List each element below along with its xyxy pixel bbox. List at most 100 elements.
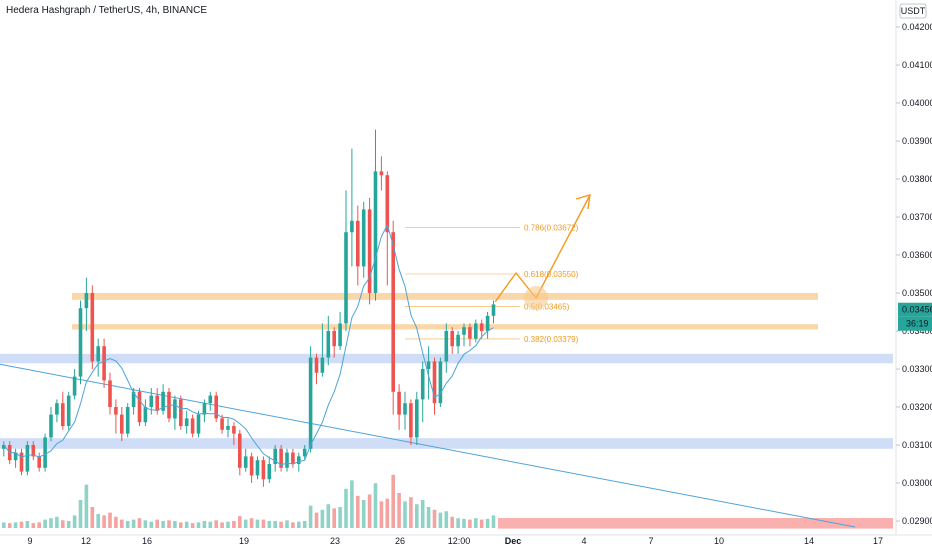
y-tick-label: 0.03100 [902,440,932,450]
candle-body [232,426,236,434]
volume-bar [344,488,348,528]
candle-body [379,171,384,176]
last-price-box [898,302,932,317]
candle-body [131,391,136,407]
candle-body [302,448,307,457]
volume-bar [61,520,65,528]
volume-bar [267,521,272,528]
candle-body [420,369,425,400]
x-tick-label: 17 [873,536,883,546]
candle-body [285,452,289,468]
volume-bar [102,515,106,528]
volume-bar [243,519,248,528]
trendline [0,363,856,528]
volume-bar [302,521,307,528]
candle-body [13,452,18,461]
volume-bar [19,521,24,528]
candle-body [474,323,478,339]
target-highlight [524,286,548,310]
candle-body [37,456,41,468]
x-tick-label: 4 [581,536,586,546]
volume-bar [202,521,207,528]
candle-body [350,220,354,233]
zone-base [498,517,893,529]
y-tick-label: 0.03500 [902,288,932,298]
zone-resistance [72,293,818,300]
volume-bar [7,523,12,528]
candle-body [485,315,490,331]
candle-body [261,460,266,480]
candle-body [66,395,71,426]
volume-bar [66,521,71,528]
candle-body [202,403,207,415]
y-tick-label: 0.04100 [902,60,932,70]
volume-bar [326,504,331,528]
volume-bar [491,515,496,528]
x-tick-label: 26 [395,536,405,546]
candle-body [403,403,407,415]
candle-body [226,426,230,430]
volume-bar [273,521,277,528]
volume-bar [426,507,431,528]
volume-bar [456,518,460,528]
volume-bar [438,512,443,528]
zone-support [0,438,893,449]
volume-bar [403,501,407,528]
price-axis: USDT 0.04200 0.04100 0.04000 0.03900 0.03800 0… [895,0,932,535]
candle-body [462,327,466,335]
fib-label: 0.382(0.03379) [524,335,579,344]
projection-path [494,194,591,303]
volume-bar [332,508,336,528]
volume-bar [373,483,378,528]
volume-bar [420,500,425,528]
candle-body [238,433,242,468]
candle-body [409,403,413,438]
candle-body [356,220,360,267]
y-tick-label: 0.04000 [902,98,932,108]
volume-bar [409,497,413,528]
volume-bar [214,520,218,528]
volume-bar [43,519,47,528]
volume-bar [13,522,18,528]
volume-bar [320,509,325,528]
candle-body [196,414,201,434]
x-tick-label: 12:00 [448,536,471,546]
volume-bar [291,522,295,528]
volume-bar [179,522,183,528]
candle-body [338,323,342,347]
volume-bar [356,495,360,528]
x-tick-label: 19 [239,536,249,546]
volume-bar [72,515,77,528]
candle-body [279,448,283,468]
volume-bar [125,521,130,528]
x-tick-label: Dec [505,536,522,546]
candle-body [438,361,443,404]
y-tick-label: 0.03000 [902,478,932,488]
candle-body [190,418,195,434]
candle-body [297,456,301,464]
projection [494,194,591,310]
candle-body [137,391,142,423]
candle-body [161,391,165,411]
countdown-box [898,316,932,331]
candle-body [31,445,36,457]
candle-body [143,407,148,423]
currency-label: USDT [901,6,926,16]
volume-bar [444,511,449,528]
candle-body [55,403,59,415]
candle-body [149,395,154,407]
volume-bar [379,501,384,528]
volume-bar [190,523,195,528]
volume-bar [479,519,484,528]
candle-body [184,418,189,426]
candle-body [243,456,248,468]
volume-bar [137,518,142,528]
volume-bar [37,522,41,528]
volume-bar [226,521,230,528]
volume-bar [462,518,466,528]
volume-bar [149,521,154,528]
volume-bar [308,505,313,528]
volume-bar [84,484,89,528]
